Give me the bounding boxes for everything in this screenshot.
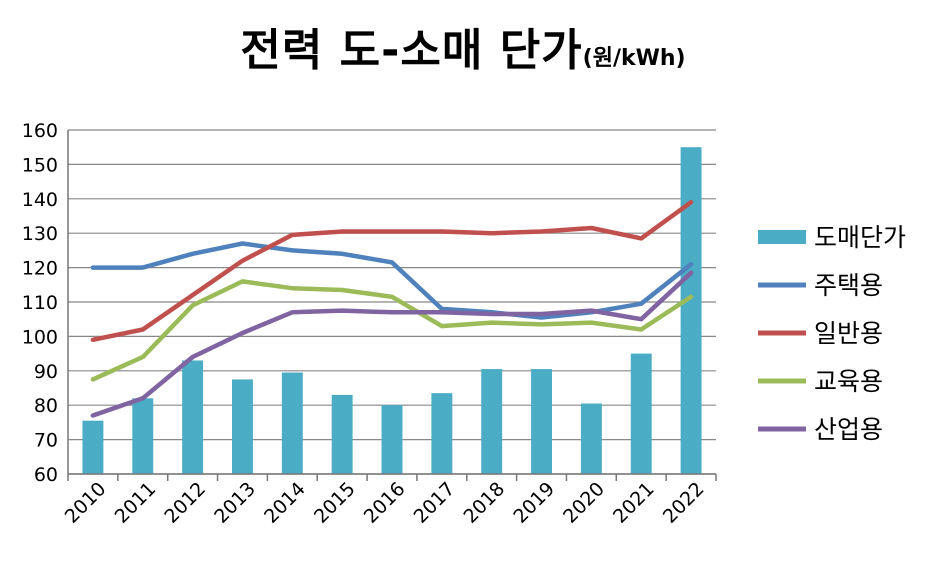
legend-label: 산업용 <box>814 415 883 444</box>
y-tick-label: 60 <box>34 464 58 486</box>
x-tick-label: 2013 <box>210 478 260 528</box>
bar <box>82 420 104 474</box>
bar <box>381 405 403 474</box>
chart-title: 전력 도-소매 단가(원/kWh) <box>0 14 926 78</box>
y-tick-labels: 60 70 80 90 100 110 120 130 140 150 160 <box>22 120 58 486</box>
x-tick-label: 2014 <box>260 478 310 528</box>
x-tick-label: 2016 <box>360 478 410 528</box>
y-tick-label: 120 <box>22 258 58 280</box>
x-tick-label: 2019 <box>509 478 559 528</box>
series-lines <box>90 199 694 418</box>
bar <box>531 369 553 474</box>
y-tick-label: 110 <box>22 292 58 314</box>
series-line <box>90 270 694 418</box>
bar <box>331 394 353 474</box>
legend-label: 도매단가 <box>814 223 906 252</box>
x-tick-label: 2010 <box>61 478 111 528</box>
bars <box>82 147 702 474</box>
bar <box>680 147 702 474</box>
bar <box>231 379 253 474</box>
x-tick-label: 2015 <box>310 478 360 528</box>
bar <box>431 393 453 474</box>
x-tick-labels: 2010 2011 2012 2013 2014 2015 2016 2017 2018 2019… <box>61 478 709 528</box>
series-line <box>90 241 694 320</box>
series-line <box>90 279 694 382</box>
axes <box>67 130 717 481</box>
bar <box>132 398 154 474</box>
x-tick-label: 2011 <box>111 478 161 528</box>
legend-swatch <box>758 230 806 244</box>
x-tick-label: 2017 <box>410 478 460 528</box>
x-tick-label: 2021 <box>609 478 659 528</box>
x-tick-label: 2012 <box>160 478 210 528</box>
legend-label: 주택용 <box>814 271 883 300</box>
chart-title-unit: (원/kWh) <box>582 46 686 71</box>
x-tick-label: 2018 <box>459 478 509 528</box>
y-tick-label: 150 <box>22 154 58 176</box>
bar <box>182 360 204 474</box>
x-tick-label: 2022 <box>659 478 709 528</box>
y-tick-label: 140 <box>22 189 58 211</box>
chart-title-main: 전력 도-소매 단가 <box>240 25 583 76</box>
y-tick-label: 80 <box>34 395 58 417</box>
y-tick-label: 130 <box>22 223 58 245</box>
y-tick-label: 100 <box>22 326 58 348</box>
x-tick-label: 2020 <box>559 478 609 528</box>
bar <box>580 403 602 474</box>
bar <box>630 353 652 474</box>
legend-label: 일반용 <box>814 319 883 348</box>
bar <box>481 369 503 474</box>
bar <box>281 372 303 474</box>
y-tick-label: 70 <box>34 430 58 452</box>
series-line <box>90 199 694 343</box>
legend-label: 교육용 <box>814 367 883 396</box>
y-tick-label: 160 <box>22 120 58 142</box>
y-tick-label: 90 <box>34 361 58 383</box>
